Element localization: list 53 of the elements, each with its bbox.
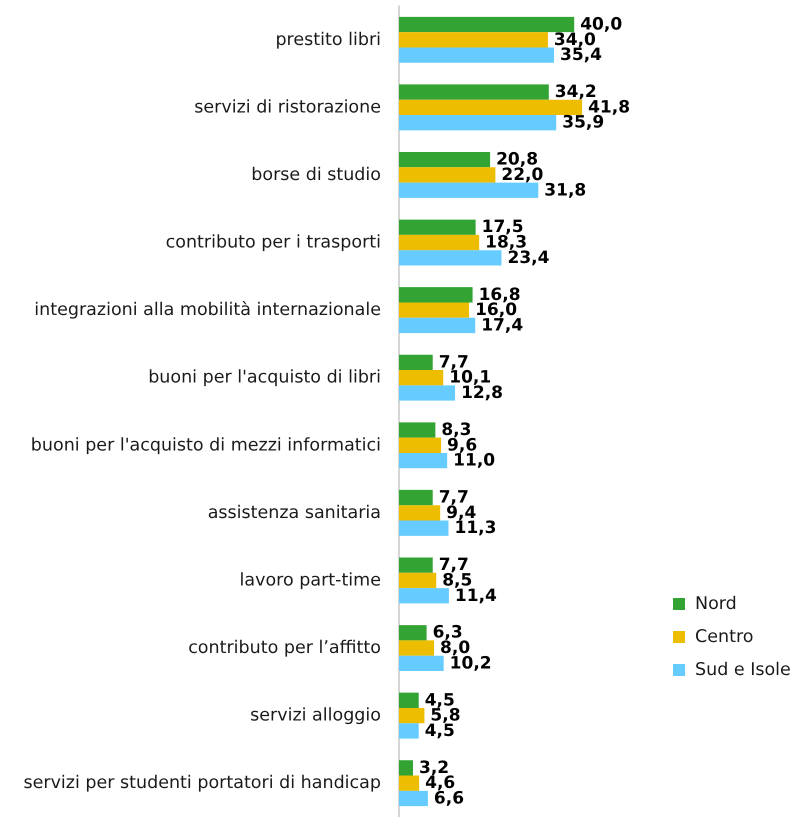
bar <box>399 490 433 506</box>
bar <box>399 422 436 438</box>
data-label: 31,8 <box>544 180 586 200</box>
bar <box>399 100 582 116</box>
bar <box>399 776 420 791</box>
bar <box>399 505 440 521</box>
legend-label: Sud e Isole <box>695 660 791 680</box>
bar <box>399 287 473 302</box>
y-tick-label: assistenza sanitaria <box>208 502 381 523</box>
data-label: 35,9 <box>562 112 604 133</box>
bar <box>399 723 419 739</box>
bar <box>399 438 442 453</box>
bar <box>399 385 456 401</box>
y-tick-label: prestito libri <box>275 30 381 50</box>
bar <box>399 656 444 672</box>
bar <box>399 182 538 198</box>
y-tick-label: borse di studio <box>251 164 381 185</box>
bar <box>399 588 449 604</box>
bar <box>399 640 434 656</box>
bar <box>399 370 444 386</box>
y-tick-label: lavoro part-time <box>240 570 381 590</box>
legend-label: Nord <box>695 594 737 614</box>
y-tick-label: integrazioni alla mobilità internazionale <box>34 300 381 320</box>
bar <box>399 302 470 318</box>
bar <box>399 708 424 724</box>
bar <box>399 152 490 168</box>
bar <box>399 84 549 100</box>
bar <box>399 220 476 235</box>
bar <box>399 250 502 266</box>
bar <box>399 625 427 640</box>
y-tick-label: buoni per l'acquisto di libri <box>148 368 381 388</box>
bar <box>399 790 428 806</box>
y-tick-label: servizi alloggio <box>250 706 381 726</box>
bar <box>399 572 436 588</box>
y-tick-label: contributo per i trasporti <box>166 232 381 253</box>
bar <box>399 318 476 334</box>
bar <box>399 32 548 48</box>
y-tick-label: servizi per studenti portatori di handicap <box>23 773 381 794</box>
bar <box>399 452 448 468</box>
legend-label: Centro <box>695 627 754 647</box>
bar <box>399 692 419 708</box>
y-tick-label: buoni per l'acquisto di mezzi informatici <box>30 435 381 456</box>
bar <box>399 16 574 32</box>
bar <box>399 354 433 370</box>
bar <box>399 760 414 776</box>
y-tick-label: contributo per l’affitto <box>188 638 381 658</box>
bar <box>399 557 433 573</box>
bar <box>399 234 480 250</box>
bar <box>399 167 496 183</box>
bar <box>399 47 554 63</box>
bar <box>399 520 448 536</box>
bar <box>399 115 556 130</box>
y-tick-label: servizi di ristorazione <box>194 97 381 118</box>
